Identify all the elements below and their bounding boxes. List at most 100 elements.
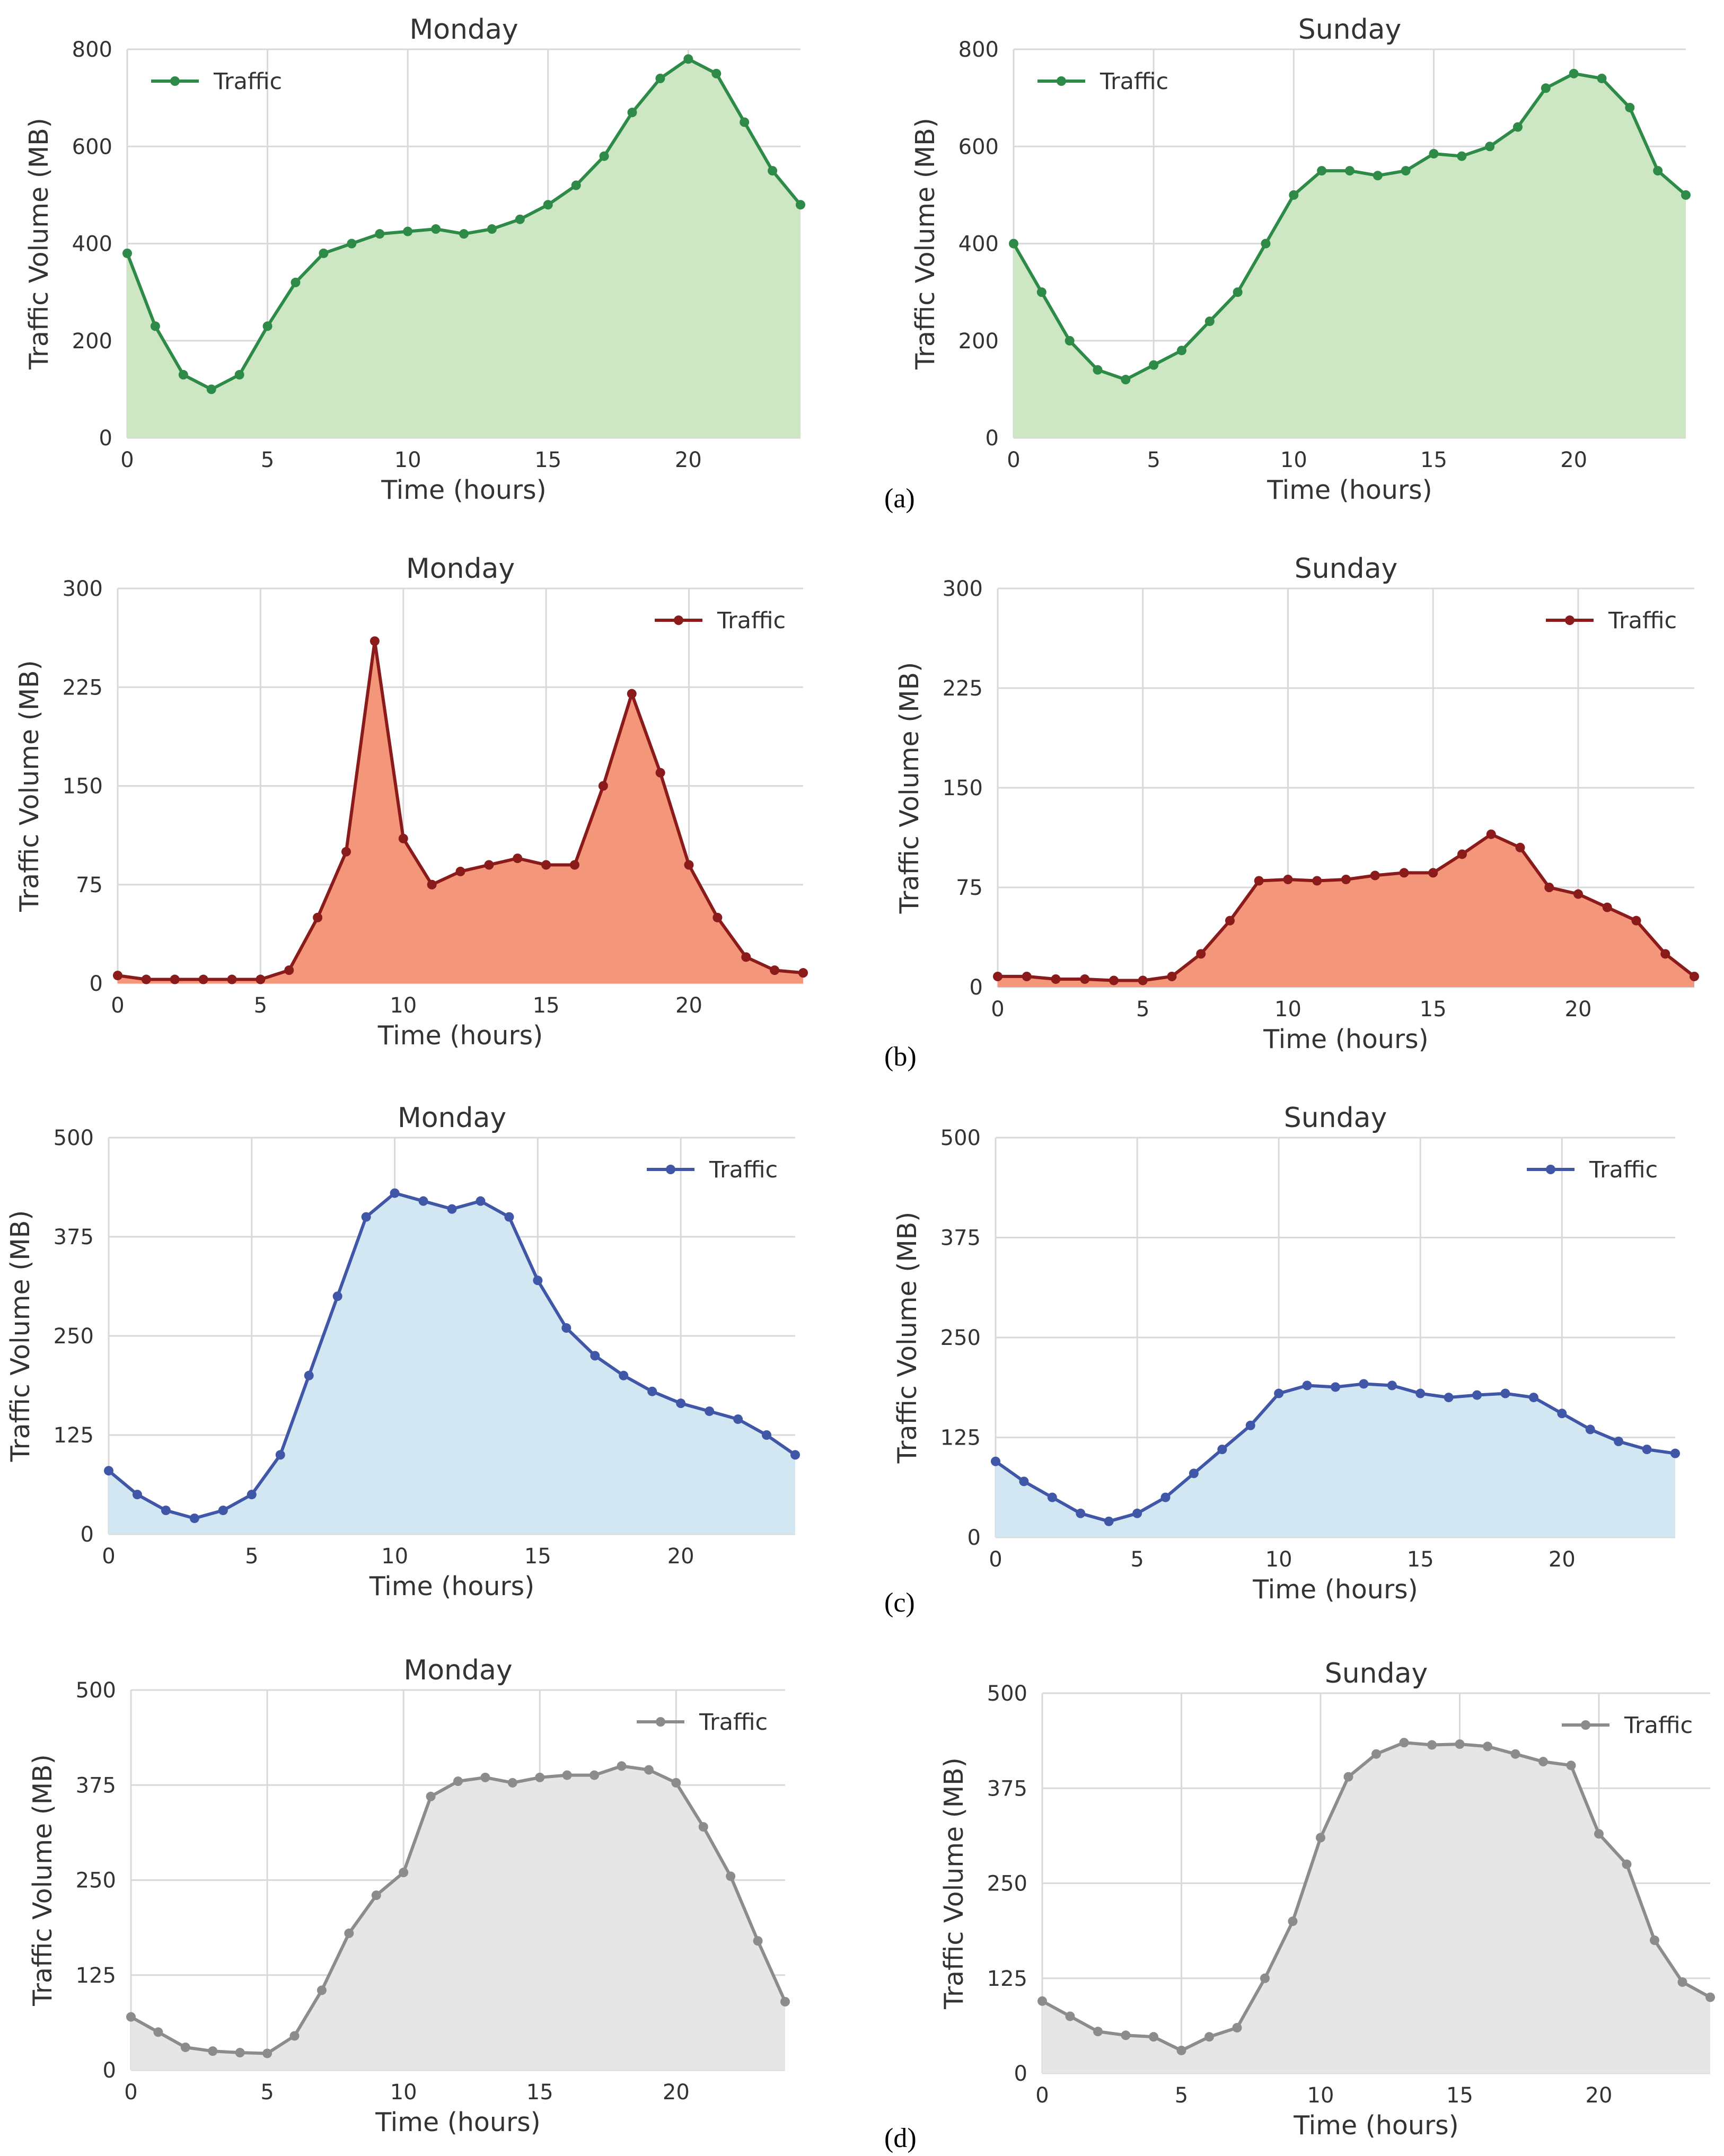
data-point [684, 860, 694, 870]
data-point [655, 73, 665, 83]
data-point [1345, 166, 1354, 176]
data-point [790, 1450, 800, 1460]
data-point [453, 1776, 463, 1787]
data-point [1312, 876, 1322, 886]
y-tick-label: 75 [956, 876, 983, 900]
data-point [427, 879, 437, 890]
legend-marker [1057, 76, 1066, 86]
data-point [1196, 949, 1206, 959]
x-tick-label: 10 [1280, 448, 1307, 472]
data-point [768, 166, 778, 176]
data-point [1670, 1448, 1680, 1458]
x-tick-label: 15 [534, 448, 561, 472]
x-tick-label: 5 [1147, 448, 1160, 472]
data-point [598, 781, 608, 791]
data-point [1302, 1380, 1312, 1391]
data-point [1245, 1420, 1255, 1430]
x-tick-label: 15 [524, 1544, 551, 1569]
data-point [1289, 190, 1299, 200]
y-tick-label: 150 [943, 776, 983, 800]
data-point [1515, 842, 1525, 852]
data-point [1104, 1516, 1114, 1526]
data-point [1037, 1996, 1047, 2006]
chart-title: Sunday [1295, 553, 1398, 585]
data-point [1660, 949, 1670, 959]
x-tick-label: 5 [260, 2080, 274, 2105]
x-tick-label: 5 [245, 1544, 258, 1569]
y-tick-label: 0 [103, 2058, 116, 2083]
data-point [1528, 1393, 1538, 1403]
data-point [733, 1414, 743, 1424]
data-point [1160, 1492, 1171, 1502]
y-tick-label: 0 [81, 1523, 94, 1547]
area-fill [1014, 73, 1686, 438]
data-point [284, 965, 294, 975]
x-tick-label: 5 [1130, 1547, 1144, 1572]
legend: Traffic [637, 1709, 768, 1736]
chart-5: 0 5 10 15 20 0 125 250 375 500 Time (hours) Traffic… [5, 1102, 800, 1601]
data-point [1232, 2022, 1242, 2032]
data-point [1705, 1992, 1715, 2002]
chart-title: Monday [409, 14, 518, 46]
data-point [1650, 1935, 1659, 1946]
data-point [375, 229, 385, 239]
data-point [206, 384, 216, 394]
data-point [1597, 73, 1607, 83]
data-point [991, 1456, 1000, 1466]
data-point [1399, 868, 1409, 878]
data-point [484, 860, 494, 870]
y-tick-label: 375 [76, 1773, 116, 1798]
y-tick-label: 0 [1014, 2062, 1027, 2086]
data-point [1457, 849, 1467, 859]
legend-label: Traffic [709, 1157, 778, 1183]
data-point [403, 226, 413, 236]
data-point [993, 971, 1002, 981]
data-point [1510, 1749, 1520, 1759]
x-tick-label: 20 [667, 1544, 694, 1569]
data-point [1176, 2045, 1186, 2055]
legend: Traffic [655, 608, 786, 634]
data-point [644, 1765, 654, 1775]
data-point [480, 1772, 490, 1782]
x-tick-label: 0 [102, 1544, 115, 1569]
x-tick-label: 15 [1407, 1547, 1434, 1572]
y-tick-label: 800 [72, 38, 112, 62]
data-point [370, 636, 380, 646]
chart-6: 0 5 10 15 20 0 125 250 375 500 Time (hours) Traffic… [892, 1102, 1680, 1605]
y-axis-label: Traffic Volume (MB) [28, 1754, 58, 2007]
y-tick-label: 125 [54, 1423, 94, 1448]
legend-marker [1565, 615, 1575, 625]
x-tick-label: 15 [533, 993, 560, 1018]
data-point [291, 277, 301, 287]
area-fill [998, 834, 1694, 987]
legend-label: Traffic [699, 1709, 768, 1736]
data-point [619, 1370, 629, 1380]
y-tick-label: 400 [72, 232, 112, 257]
legend-label: Traffic [213, 68, 282, 95]
x-tick-label: 10 [390, 2080, 417, 2105]
x-axis-label: Time (hours) [377, 1020, 543, 1051]
data-point [770, 965, 780, 975]
data-point [399, 1868, 409, 1878]
data-point [599, 151, 609, 161]
x-tick-label: 10 [394, 448, 421, 472]
data-point [1189, 1468, 1199, 1479]
data-point [316, 1985, 327, 1995]
data-point [1177, 346, 1186, 356]
data-point [1625, 102, 1635, 112]
data-point [319, 248, 329, 258]
x-tick-label: 5 [1175, 2083, 1188, 2108]
data-point [513, 853, 523, 864]
area-fill [996, 1384, 1675, 1537]
x-tick-label: 0 [1007, 448, 1020, 472]
data-point [1486, 829, 1496, 839]
y-axis-label: Traffic Volume (MB) [939, 1757, 969, 2010]
data-point [590, 1351, 600, 1361]
data-point [1370, 870, 1380, 881]
data-point [426, 1791, 436, 1801]
y-tick-label: 500 [76, 1678, 116, 1703]
data-point [1427, 1740, 1437, 1750]
x-axis-label: Time (hours) [369, 1571, 535, 1601]
area-fill [127, 59, 801, 438]
